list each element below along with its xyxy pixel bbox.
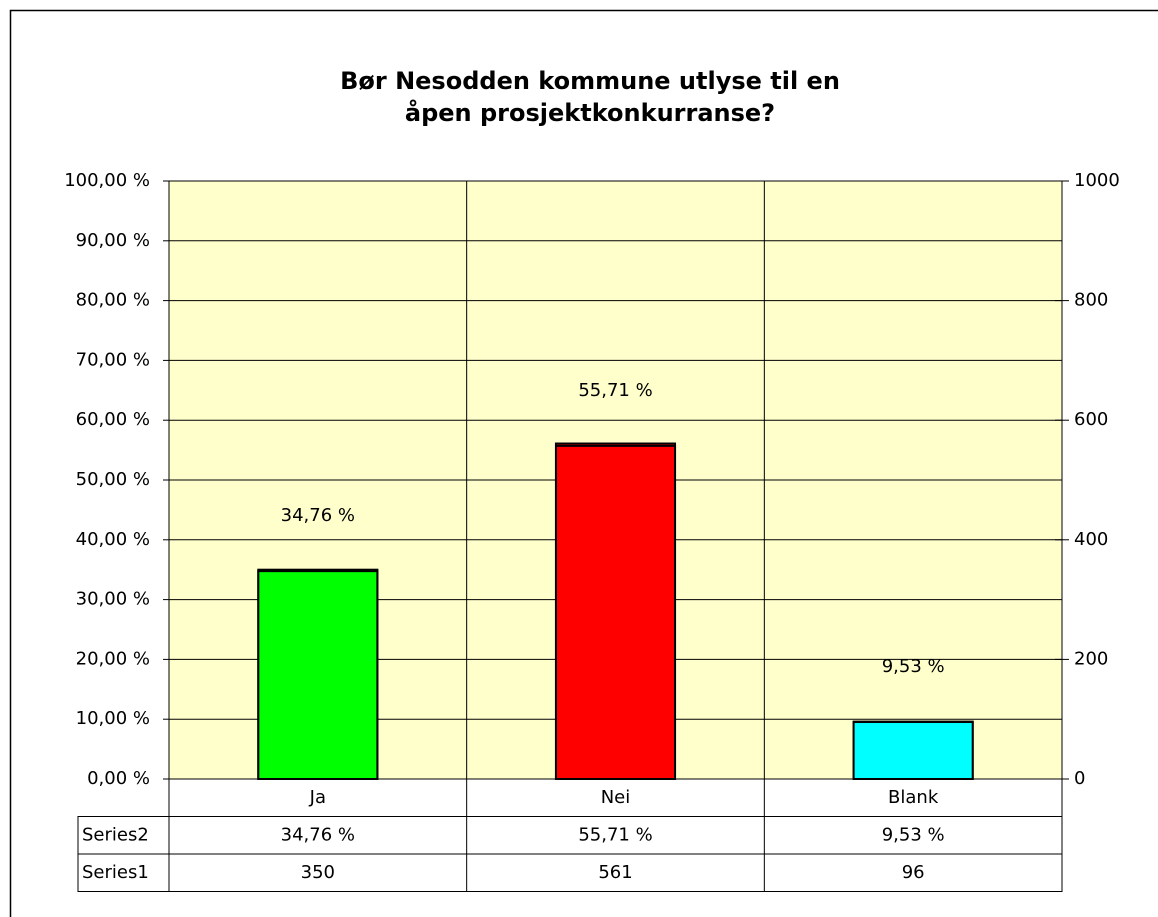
y-tick-label: 80,00 % <box>76 290 150 311</box>
y-tick-label: 20,00 % <box>76 648 150 669</box>
y2-tick-label: 800 <box>1074 290 1108 311</box>
table-cell: 561 <box>598 862 632 883</box>
table-cell: 55,71 % <box>578 824 652 845</box>
y-tick-label: 60,00 % <box>76 409 150 430</box>
x-tick-label: Ja <box>309 787 326 808</box>
legend-label: Series1 <box>82 862 149 883</box>
y-tick-label: 50,00 % <box>76 469 150 490</box>
table-cell: 350 <box>301 862 335 883</box>
y2-tick-label: 400 <box>1074 529 1108 550</box>
data-label: 9,53 % <box>882 656 945 677</box>
y-tick-label: 100,00 % <box>64 170 150 191</box>
chart-title: Bør Nesodden kommune utlyse til en åpen p… <box>340 67 840 127</box>
bar <box>852 721 974 781</box>
y-tick-label: 40,00 % <box>76 529 150 550</box>
y-tick-label: 90,00 % <box>76 230 150 251</box>
y-tick-label: 0,00 % <box>87 768 150 789</box>
table-cell: 34,76 % <box>281 824 355 845</box>
x-tick-label: Blank <box>888 787 939 808</box>
y2-tick-label: 0 <box>1074 768 1085 789</box>
data-label: 34,76 % <box>281 505 355 526</box>
table-cell: 96 <box>902 862 925 883</box>
x-tick-label: Nei <box>601 787 631 808</box>
y2-tick-label: 1000 <box>1074 170 1120 191</box>
y-tick-label: 10,00 % <box>76 708 150 729</box>
data-label: 55,71 % <box>578 380 652 401</box>
y2-tick-label: 200 <box>1074 648 1108 669</box>
table-cell: 9,53 % <box>882 824 945 845</box>
bar <box>554 444 677 780</box>
y2-tick-label: 600 <box>1074 409 1108 430</box>
y-tick-label: 30,00 % <box>76 589 150 610</box>
y-tick-label: 70,00 % <box>76 349 150 370</box>
legend-label: Series2 <box>82 824 149 845</box>
bar <box>257 570 379 780</box>
